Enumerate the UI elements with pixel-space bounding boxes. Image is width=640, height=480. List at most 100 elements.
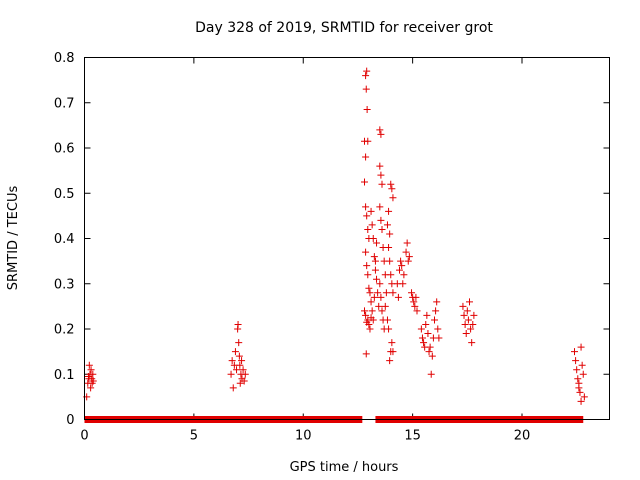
data-point [574, 375, 582, 383]
data-point [87, 384, 95, 392]
data-point [398, 262, 406, 270]
data-point [432, 307, 440, 315]
data-point [408, 289, 416, 297]
data-point [362, 311, 370, 319]
data-point [368, 307, 376, 315]
y-tick-label: 0.7 [54, 96, 75, 111]
data-point [462, 330, 470, 338]
data-point [362, 72, 370, 80]
data-point [418, 334, 426, 342]
data-point [434, 325, 442, 333]
data-point [387, 271, 395, 279]
data-point [427, 370, 435, 378]
data-point [366, 325, 374, 333]
data-point [394, 293, 402, 301]
data-point [378, 180, 386, 188]
data-point [231, 348, 239, 356]
data-point [385, 325, 393, 333]
data-point [575, 379, 583, 387]
data-point [369, 235, 377, 242]
data-point [374, 289, 382, 297]
data-point [85, 361, 93, 369]
data-point [386, 357, 394, 365]
data-point [413, 307, 421, 315]
data-point [371, 257, 379, 265]
data-point [423, 311, 431, 319]
data-point [576, 388, 584, 396]
x-tick-label: 10 [295, 429, 312, 444]
y-tick-label: 0.6 [54, 142, 75, 157]
data-point [361, 307, 368, 315]
data-point [235, 352, 243, 360]
data-point [431, 316, 438, 324]
y-axis-label: SRMTID / TECUs [6, 186, 21, 291]
data-point [399, 280, 407, 288]
data-point [87, 366, 95, 374]
y-tick-label: 0.8 [54, 51, 75, 66]
data-point [365, 320, 373, 328]
x-tick-label: 20 [514, 429, 531, 444]
data-point [412, 293, 420, 301]
data-point [89, 370, 97, 378]
data-point [578, 361, 586, 369]
data-point [400, 271, 408, 279]
data-point [428, 352, 436, 360]
data-point [396, 266, 403, 274]
data-point [378, 307, 386, 315]
data-point [361, 178, 368, 186]
data-point [376, 203, 384, 211]
data-point [233, 366, 241, 374]
data-point [411, 302, 419, 310]
data-point [369, 316, 377, 324]
data-point [373, 275, 381, 283]
data-point [573, 366, 581, 374]
y-tick-label: 0.1 [54, 368, 75, 383]
data-point [397, 257, 405, 265]
chart-title: Day 328 of 2019, SRMTID for receiver gro… [195, 20, 493, 36]
data-point [370, 253, 378, 261]
data-point [89, 377, 97, 385]
axis-ticks: 0 0.1 0.2 0.3 0.4 0.5 0.6 0.7 0.8 0 5 10 15 20 [54, 51, 610, 444]
data-point [365, 284, 373, 292]
data-point [403, 239, 411, 247]
data-point [228, 357, 236, 365]
data-point [459, 302, 467, 310]
data-point [383, 316, 391, 324]
data-point [470, 311, 478, 319]
data-point [386, 257, 394, 265]
data-point [388, 339, 396, 347]
data-point [376, 162, 384, 170]
data-point [464, 316, 472, 324]
data-point [363, 212, 371, 220]
plot-frame [84, 57, 610, 420]
data-point [417, 325, 425, 333]
data-point [234, 320, 242, 328]
data-point [468, 339, 476, 347]
data-point [424, 330, 432, 338]
data-point [238, 357, 246, 365]
data-point [377, 130, 385, 138]
data-point [410, 298, 418, 306]
data-point [402, 248, 410, 256]
data-point [580, 393, 588, 401]
data-point [382, 289, 390, 297]
data-point [229, 384, 237, 392]
data-point [364, 225, 372, 233]
data-point [377, 293, 385, 301]
data-point [376, 126, 384, 134]
data-point [227, 370, 235, 378]
data-point [368, 221, 376, 229]
data-point [84, 373, 92, 381]
data-point [388, 185, 396, 193]
data-point [363, 262, 371, 270]
data-point [363, 67, 371, 75]
data-point [235, 339, 243, 347]
data-point [362, 85, 370, 93]
data-point [367, 207, 375, 215]
data-point [377, 216, 385, 224]
data-point [367, 298, 375, 306]
data-point [420, 339, 428, 347]
data-point [405, 253, 413, 261]
